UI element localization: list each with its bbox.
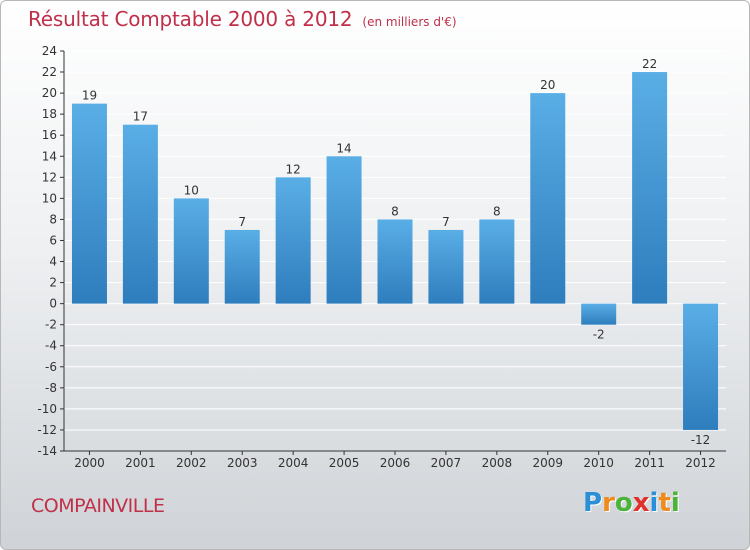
y-tick-label: 24 xyxy=(42,44,57,58)
bar-value-label: -2 xyxy=(593,328,605,342)
bar-value-label: 17 xyxy=(133,110,148,124)
y-tick-label: -10 xyxy=(37,402,57,416)
y-tick-label: -14 xyxy=(37,444,57,458)
x-tick-label: 2009 xyxy=(532,456,563,470)
bar-2003 xyxy=(224,229,260,304)
bar-value-label: 22 xyxy=(642,57,657,71)
brand-logo-letter: P xyxy=(583,488,603,518)
bar-value-label: 8 xyxy=(391,204,399,218)
y-tick-label: -4 xyxy=(45,339,57,353)
bar-2005 xyxy=(326,156,362,304)
y-tick-label: -8 xyxy=(45,381,57,395)
x-tick-label: 2012 xyxy=(685,456,716,470)
y-tick-label: -6 xyxy=(45,360,57,374)
bar-2001 xyxy=(122,124,158,304)
x-tick-label: 2008 xyxy=(482,456,513,470)
bar-value-label: 20 xyxy=(540,78,555,92)
x-tick-label: 2006 xyxy=(380,456,411,470)
y-tick-label: 4 xyxy=(49,255,57,269)
x-tick-label: 2011 xyxy=(634,456,665,470)
y-tick-label: 14 xyxy=(42,149,57,163)
x-tick-label: 2005 xyxy=(329,456,360,470)
brand-logo-letter: r xyxy=(602,488,615,518)
bar-2010 xyxy=(581,303,617,325)
y-tick-label: 0 xyxy=(49,297,57,311)
brand-logo-letter: i xyxy=(649,488,659,518)
brand-logo[interactable]: Proxiti xyxy=(583,488,680,518)
y-tick-label: 12 xyxy=(42,170,57,184)
y-tick-label: 10 xyxy=(42,191,57,205)
brand-logo-letter: x xyxy=(632,488,650,518)
y-tick-label: 6 xyxy=(49,233,57,247)
bar-2000 xyxy=(71,103,107,304)
y-tick-label: 22 xyxy=(42,65,57,79)
x-tick-label: 2002 xyxy=(176,456,207,470)
brand-logo-letter: i xyxy=(670,488,680,518)
chart-subtitle: (en milliers d'€) xyxy=(362,15,457,29)
y-tick-label: 2 xyxy=(49,276,57,290)
x-tick-label: 2007 xyxy=(431,456,462,470)
y-tick-label: -12 xyxy=(37,423,57,437)
x-tick-label: 2010 xyxy=(583,456,614,470)
title-row: Résultat Comptable 2000 à 2012 (en millie… xyxy=(28,7,457,31)
bar-value-label: 10 xyxy=(184,183,199,197)
bar-value-label: 8 xyxy=(493,204,501,218)
bar-value-label: 14 xyxy=(336,141,351,155)
x-tick-label: 2000 xyxy=(74,456,105,470)
y-tick-label: 8 xyxy=(49,212,57,226)
x-tick-label: 2004 xyxy=(278,456,309,470)
y-tick-label: 20 xyxy=(42,86,57,100)
bar-2008 xyxy=(479,219,515,304)
bar-2012 xyxy=(683,303,719,430)
x-tick-label: 2001 xyxy=(125,456,156,470)
bar-2004 xyxy=(275,177,311,304)
bar-2011 xyxy=(632,72,668,304)
bar-2009 xyxy=(530,93,566,304)
y-tick-label: 16 xyxy=(42,128,57,142)
brand-logo-letter: t xyxy=(658,488,671,518)
y-tick-label: -2 xyxy=(45,318,57,332)
chart-title: Résultat Comptable 2000 à 2012 xyxy=(28,7,353,31)
bar-value-label: 7 xyxy=(442,215,450,229)
axis-layer: 242220181614121086420-2-4-6-8-10-12-1420… xyxy=(37,44,726,470)
bar-value-label: 12 xyxy=(286,162,301,176)
brand-logo-letter: o xyxy=(614,488,633,518)
y-tick-label: 18 xyxy=(42,107,57,121)
x-tick-label: 2003 xyxy=(227,456,258,470)
bar-value-label: 19 xyxy=(82,89,97,103)
bar-2006 xyxy=(377,219,413,304)
bar-layer: 19 17 10 7 12 14 8 7 8 20 -2 22 -12 xyxy=(71,57,719,447)
bar-2007 xyxy=(428,229,464,304)
commune-name: COMPAINVILLE xyxy=(31,495,165,517)
bar-2002 xyxy=(173,198,209,304)
bar-value-label: -12 xyxy=(691,433,711,447)
bar-value-label: 7 xyxy=(238,215,246,229)
